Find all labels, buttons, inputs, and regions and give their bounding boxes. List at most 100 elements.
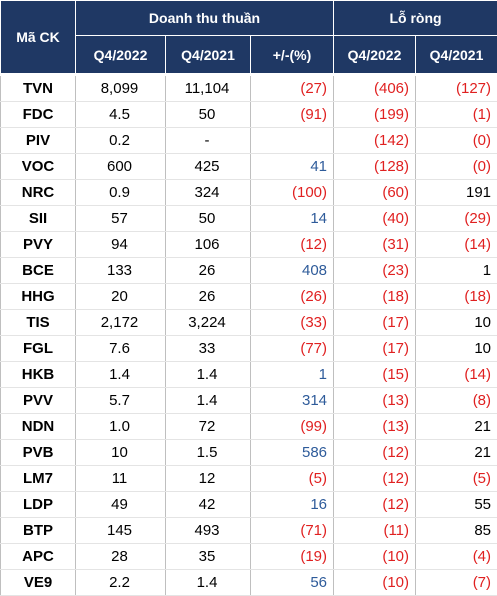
loss-q4-2022: (18) (334, 284, 416, 310)
revenue-q4-2021: 106 (166, 232, 251, 258)
loss-q4-2021: (14) (416, 362, 497, 388)
ticker: HKB (1, 362, 76, 388)
revenue-q4-2021: 35 (166, 544, 251, 570)
column-header: Q4/2021 (416, 36, 497, 75)
loss-header: Lỗ ròng (334, 1, 497, 36)
loss-q4-2022: (406) (334, 75, 416, 102)
loss-q4-2021: (1) (416, 102, 497, 128)
loss-q4-2022: (10) (334, 570, 416, 596)
ticker: PVB (1, 440, 76, 466)
loss-q4-2022: (60) (334, 180, 416, 206)
revenue-q4-2022: 2.2 (76, 570, 166, 596)
revenue-q4-2022: 0.2 (76, 128, 166, 154)
revenue-change: (27) (251, 75, 334, 102)
revenue-change: 586 (251, 440, 334, 466)
revenue-q4-2022: 8,099 (76, 75, 166, 102)
revenue-q4-2022: 2,172 (76, 310, 166, 336)
ticker: BCE (1, 258, 76, 284)
loss-q4-2022: (10) (334, 544, 416, 570)
revenue-q4-2022: 145 (76, 518, 166, 544)
revenue-q4-2022: 0.9 (76, 180, 166, 206)
ticker: PVY (1, 232, 76, 258)
loss-q4-2022: (31) (334, 232, 416, 258)
loss-q4-2022: (12) (334, 466, 416, 492)
ticker: TVN (1, 75, 76, 102)
revenue-change: 1 (251, 362, 334, 388)
revenue-q4-2022: 28 (76, 544, 166, 570)
revenue-change: 14 (251, 206, 334, 232)
revenue-q4-2021: 425 (166, 154, 251, 180)
ticker: APC (1, 544, 76, 570)
revenue-change: (33) (251, 310, 334, 336)
revenue-change: 314 (251, 388, 334, 414)
revenue-change: 41 (251, 154, 334, 180)
loss-q4-2022: (12) (334, 440, 416, 466)
ticker: VE9 (1, 570, 76, 596)
revenue-q4-2022: 11 (76, 466, 166, 492)
revenue-q4-2022: 600 (76, 154, 166, 180)
revenue-change: (5) (251, 466, 334, 492)
revenue-change: (71) (251, 518, 334, 544)
ticker: VOC (1, 154, 76, 180)
loss-q4-2021: (127) (416, 75, 497, 102)
revenue-change: 56 (251, 570, 334, 596)
revenue-q4-2021: 50 (166, 102, 251, 128)
revenue-q4-2021: 1.4 (166, 362, 251, 388)
loss-q4-2022: (128) (334, 154, 416, 180)
loss-q4-2021: 10 (416, 336, 497, 362)
revenue-q4-2021: 1.5 (166, 440, 251, 466)
revenue-q4-2022: 57 (76, 206, 166, 232)
loss-q4-2021: (0) (416, 128, 497, 154)
loss-q4-2021: 191 (416, 180, 497, 206)
revenue-header: Doanh thu thuần (76, 1, 334, 36)
revenue-q4-2021: 3,224 (166, 310, 251, 336)
loss-q4-2022: (17) (334, 336, 416, 362)
ticker: BTP (1, 518, 76, 544)
loss-q4-2022: (17) (334, 310, 416, 336)
loss-q4-2021: (0) (416, 154, 497, 180)
column-header: Q4/2022 (334, 36, 416, 75)
revenue-q4-2021: - (166, 128, 251, 154)
ticker: LM7 (1, 466, 76, 492)
loss-q4-2022: (142) (334, 128, 416, 154)
revenue-change: (12) (251, 232, 334, 258)
loss-q4-2021: (18) (416, 284, 497, 310)
revenue-q4-2021: 50 (166, 206, 251, 232)
revenue-q4-2021: 324 (166, 180, 251, 206)
loss-q4-2021: 21 (416, 414, 497, 440)
revenue-change: (99) (251, 414, 334, 440)
ticker: PIV (1, 128, 76, 154)
revenue-q4-2021: 493 (166, 518, 251, 544)
revenue-change: (100) (251, 180, 334, 206)
ticker: SII (1, 206, 76, 232)
loss-q4-2021: (14) (416, 232, 497, 258)
loss-q4-2022: (13) (334, 388, 416, 414)
revenue-q4-2021: 26 (166, 258, 251, 284)
revenue-q4-2022: 7.6 (76, 336, 166, 362)
ticker: FGL (1, 336, 76, 362)
ticker: NDN (1, 414, 76, 440)
loss-q4-2021: 21 (416, 440, 497, 466)
loss-q4-2022: (13) (334, 414, 416, 440)
revenue-change: 408 (251, 258, 334, 284)
revenue-change: (19) (251, 544, 334, 570)
ticker: FDC (1, 102, 76, 128)
ticker: LDP (1, 492, 76, 518)
revenue-q4-2022: 1.0 (76, 414, 166, 440)
